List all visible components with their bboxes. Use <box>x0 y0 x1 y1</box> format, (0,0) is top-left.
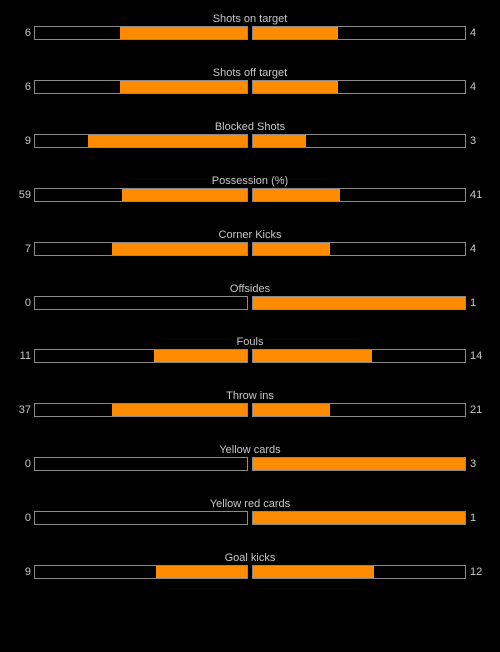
away-value: 4 <box>470 243 477 255</box>
away-bar <box>252 188 466 202</box>
home-value: 37 <box>18 404 31 416</box>
stat-label: Yellow red cards <box>209 498 291 510</box>
away-bar-fill <box>253 81 338 93</box>
home-bar <box>34 296 248 310</box>
away-value: 3 <box>470 458 477 470</box>
home-bar-fill <box>119 27 247 39</box>
stat-label: Goal kicks <box>224 552 276 564</box>
stat-row-throw-ins: Throw ins 37 21 <box>0 389 500 429</box>
stat-row-shots-on-target: Shots on target 6 4 <box>0 12 500 52</box>
stat-label: Yellow cards <box>219 444 281 456</box>
home-bar-fill <box>153 350 247 362</box>
home-value: 7 <box>24 243 31 255</box>
home-bar <box>34 349 248 363</box>
home-bar <box>34 134 248 148</box>
away-value: 12 <box>470 566 483 578</box>
home-value: 0 <box>24 297 31 309</box>
stat-label: Shots on target <box>212 13 288 25</box>
home-bar <box>34 511 248 525</box>
away-bar <box>252 134 466 148</box>
away-bar <box>252 242 466 256</box>
home-bar-fill <box>119 81 247 93</box>
home-bar-fill <box>88 135 247 147</box>
away-value: 3 <box>470 135 477 147</box>
home-bar <box>34 80 248 94</box>
home-bar-fill <box>156 566 247 578</box>
away-bar-fill <box>253 566 375 578</box>
away-value: 21 <box>470 404 483 416</box>
home-bar-fill <box>112 243 247 255</box>
away-bar-fill <box>253 135 306 147</box>
home-bar-fill <box>111 404 247 416</box>
stat-label: Throw ins <box>226 390 274 402</box>
away-bar-fill <box>253 404 330 416</box>
home-bar-fill <box>121 189 247 201</box>
away-bar-fill <box>253 297 465 309</box>
stat-row-yellow-red-cards: Yellow red cards 0 1 <box>0 497 500 537</box>
stat-label: Fouls <box>236 336 264 348</box>
home-value: 0 <box>24 458 31 470</box>
away-bar-fill <box>253 458 465 470</box>
home-value: 9 <box>24 135 31 147</box>
home-bar <box>34 403 248 417</box>
away-value: 41 <box>470 189 483 201</box>
home-value: 11 <box>19 350 31 362</box>
home-bar <box>34 565 248 579</box>
stat-row-corner-kicks: Corner Kicks 7 4 <box>0 228 500 268</box>
away-bar <box>252 565 466 579</box>
stat-row-shots-off-target: Shots off target 6 4 <box>0 66 500 106</box>
stat-label: Shots off target <box>212 67 288 79</box>
away-bar-fill <box>253 189 340 201</box>
home-bar <box>34 188 248 202</box>
stat-row-fouls: Fouls 11 14 <box>0 335 500 375</box>
home-value: 59 <box>18 189 31 201</box>
away-bar <box>252 296 466 310</box>
stat-row-blocked-shots: Blocked Shots 9 3 <box>0 120 500 160</box>
away-value: 1 <box>470 297 477 309</box>
stat-label: Possession (%) <box>211 175 289 187</box>
home-value: 6 <box>24 27 31 39</box>
away-value: 14 <box>470 350 483 362</box>
away-value: 4 <box>470 81 477 93</box>
away-bar-fill <box>253 350 372 362</box>
home-value: 0 <box>24 512 31 524</box>
away-bar <box>252 80 466 94</box>
home-value: 9 <box>24 566 31 578</box>
away-bar-fill <box>253 243 331 255</box>
away-value: 4 <box>470 27 477 39</box>
away-bar <box>252 26 466 40</box>
stat-label: Corner Kicks <box>218 229 282 241</box>
stat-row-offsides: Offsides 0 1 <box>0 282 500 322</box>
stat-row-yellow-cards: Yellow cards 0 3 <box>0 443 500 483</box>
away-bar-fill <box>253 512 465 524</box>
away-bar-fill <box>253 27 338 39</box>
stat-row-goal-kicks: Goal kicks 9 12 <box>0 551 500 591</box>
stat-row-possession: Possession (%) 59 41 <box>0 174 500 214</box>
away-value: 1 <box>470 512 477 524</box>
stat-label: Offsides <box>229 283 271 295</box>
away-bar <box>252 457 466 471</box>
home-bar <box>34 26 248 40</box>
away-bar <box>252 403 466 417</box>
stat-label: Blocked Shots <box>214 121 286 133</box>
away-bar <box>252 511 466 525</box>
away-bar <box>252 349 466 363</box>
home-bar <box>34 457 248 471</box>
home-bar <box>34 242 248 256</box>
home-value: 6 <box>24 81 31 93</box>
